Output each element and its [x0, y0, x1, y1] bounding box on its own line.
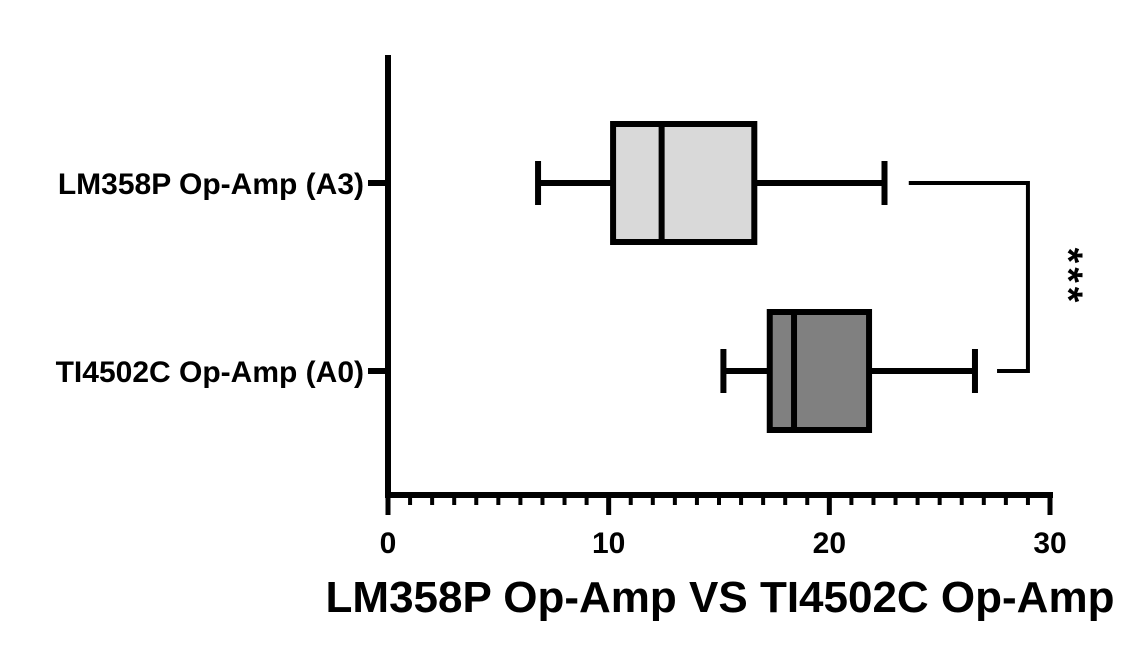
x-axis-title: LM358P Op-Amp VS TI4502C Op-Amp — [326, 573, 1115, 622]
significance-annotation: *** — [908, 181, 1090, 373]
x-tick-label: 10 — [592, 527, 625, 560]
iqr-box — [766, 309, 873, 433]
iqr-box — [610, 121, 758, 245]
significance-stars: *** — [1046, 248, 1090, 307]
box-2 — [720, 309, 978, 433]
significance-bracket — [908, 181, 1030, 373]
x-tick-label: 20 — [813, 527, 846, 560]
axes: 0 10 20 30 LM358P Op-Amp (A3) TI4502C Op-Amp … — [56, 55, 1067, 560]
y-category-label: LM358P Op-Amp (A3) — [58, 168, 364, 201]
y-category-label: TI4502C Op-Amp (A0) — [56, 356, 364, 389]
x-tick-label: 0 — [380, 527, 397, 560]
boxes — [535, 121, 978, 433]
box-1 — [535, 121, 888, 245]
x-tick-label: 30 — [1033, 527, 1066, 560]
